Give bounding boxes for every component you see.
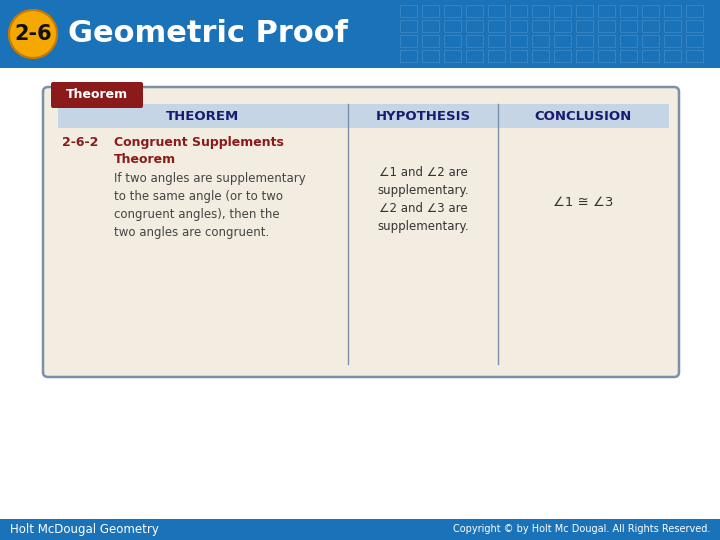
Text: Holt McDougal Geometry: Holt McDougal Geometry: [10, 523, 159, 536]
Text: HYPOTHESIS: HYPOTHESIS: [375, 110, 471, 123]
Text: 2-6: 2-6: [14, 24, 52, 44]
Text: Copyright © by Holt Mc Dougal. All Rights Reserved.: Copyright © by Holt Mc Dougal. All Right…: [453, 524, 710, 535]
Text: ∠1 and ∠2 are
supplementary.
∠2 and ∠3 are
supplementary.: ∠1 and ∠2 are supplementary. ∠2 and ∠3 a…: [377, 166, 469, 233]
FancyBboxPatch shape: [43, 87, 679, 377]
FancyBboxPatch shape: [0, 0, 720, 68]
Text: Geometric Proof: Geometric Proof: [68, 19, 348, 49]
FancyBboxPatch shape: [58, 104, 669, 128]
Text: THEOREM: THEOREM: [166, 110, 240, 123]
Text: ∠1 ≅ ∠3: ∠1 ≅ ∠3: [553, 196, 613, 209]
Text: CONCLUSION: CONCLUSION: [534, 110, 631, 123]
Text: 2-6-2: 2-6-2: [62, 136, 99, 149]
FancyBboxPatch shape: [0, 519, 720, 540]
Circle shape: [9, 10, 57, 58]
Text: Congruent Supplements
Theorem: Congruent Supplements Theorem: [114, 136, 284, 166]
Text: Theorem: Theorem: [66, 89, 128, 102]
FancyBboxPatch shape: [51, 82, 143, 108]
Text: If two angles are supplementary
to the same angle (or to two
congruent angles), : If two angles are supplementary to the s…: [114, 172, 306, 239]
